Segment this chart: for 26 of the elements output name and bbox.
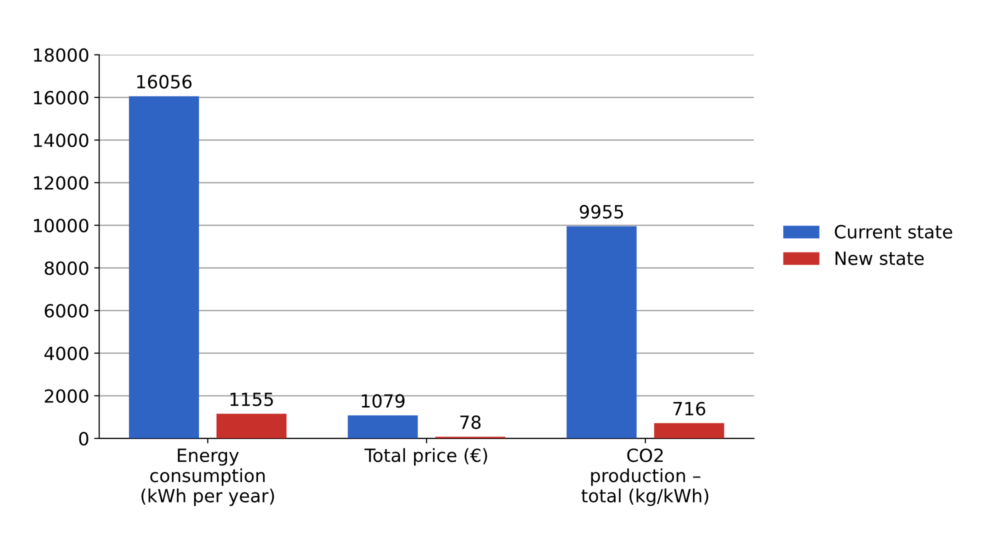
y-tick-label: 12000	[34, 176, 88, 190]
y-tick-label: 6000	[44, 304, 88, 318]
data-label: 1079	[362, 394, 404, 408]
legend-label: New state	[836, 252, 924, 266]
bar	[348, 415, 418, 438]
x-tick-label: Total price (€)	[364, 448, 488, 466]
data-label: 9955	[580, 204, 624, 219]
y-tick-label: 0	[79, 432, 88, 446]
x-tick-label: Energy consumption (kWh per year)	[141, 448, 274, 506]
bar	[128, 96, 199, 438]
y-tick-label: 4000	[44, 346, 88, 360]
data-label: 78	[460, 415, 481, 430]
y-tick-label: 8000	[44, 261, 88, 276]
y-tick-label: 16000	[34, 90, 88, 105]
x-tick-label: CO2 production – total (kg/kWh)	[581, 448, 708, 506]
y-tick-label: 14000	[34, 134, 88, 148]
y-tick-label: 2000	[44, 389, 88, 403]
bar	[654, 423, 724, 438]
data-label: 716	[673, 402, 706, 416]
bar	[216, 414, 287, 438]
bar	[566, 226, 637, 438]
y-tick-label: 18000	[34, 48, 88, 62]
y-tick-label: 10000	[34, 218, 88, 232]
data-label: 16056	[137, 74, 192, 89]
legend-label: Current state	[834, 224, 952, 239]
data-label: 1155	[230, 392, 273, 406]
